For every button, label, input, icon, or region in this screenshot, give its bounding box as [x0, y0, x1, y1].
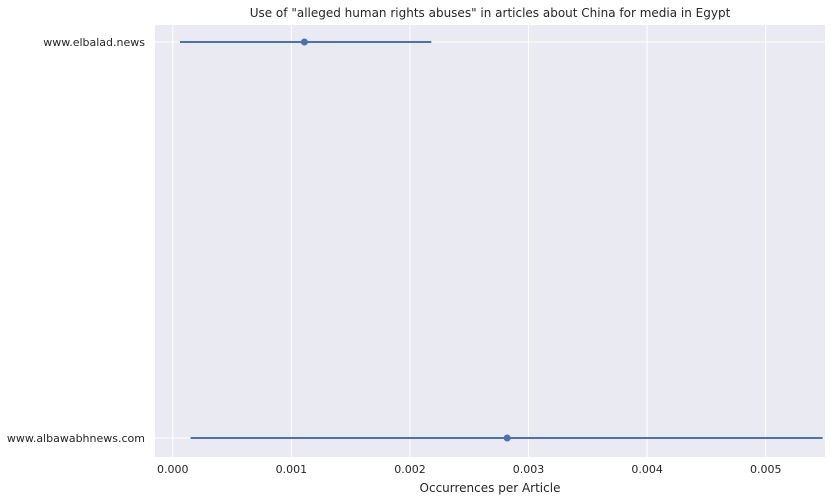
- x-axis-label: Occurrences per Article: [420, 481, 561, 495]
- x-tick-label: 0.003: [513, 463, 545, 476]
- data-marks: [179, 38, 823, 442]
- data-point: [503, 434, 511, 442]
- x-axis-ticks: 0.000 0.001 0.002 0.003 0.004 0.005: [157, 463, 781, 476]
- x-tick-label: 0.001: [276, 463, 308, 476]
- y-axis-ticks: www.elbalad.news www.albawabhnews.com: [7, 36, 145, 445]
- y-tick-label: www.elbalad.news: [43, 36, 145, 49]
- y-tick-label: www.albawabhnews.com: [7, 432, 145, 445]
- plot-area: [155, 25, 825, 457]
- chart-title: Use of "alleged human rights abuses" in …: [250, 6, 731, 20]
- x-tick-label: 0.004: [631, 463, 663, 476]
- x-tick-label: 0.005: [750, 463, 782, 476]
- x-tick-label: 0.000: [157, 463, 189, 476]
- data-point: [300, 38, 308, 46]
- x-tick-label: 0.002: [394, 463, 426, 476]
